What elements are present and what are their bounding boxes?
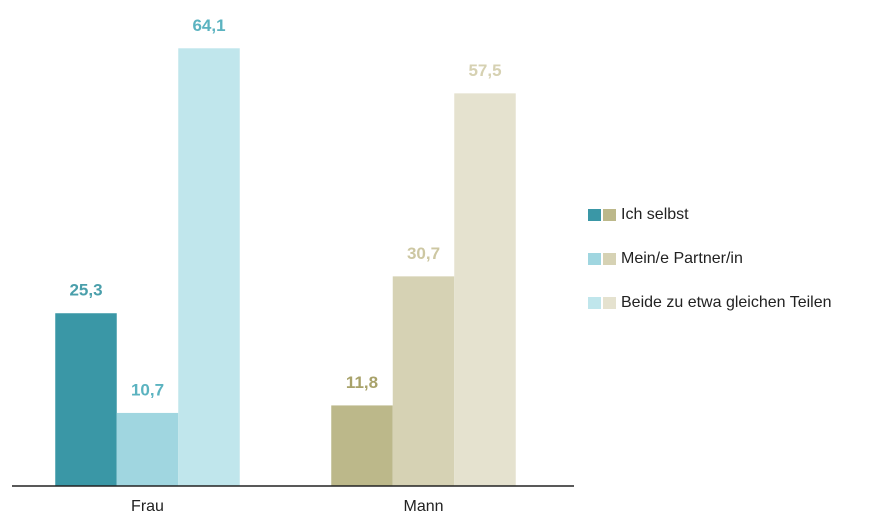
legend-swatch bbox=[603, 297, 616, 309]
data-label: 57,5 bbox=[468, 61, 501, 80]
bar bbox=[55, 313, 117, 486]
data-label: 64,1 bbox=[192, 16, 225, 35]
x-tick-label: Frau bbox=[131, 498, 164, 515]
data-label: 25,3 bbox=[69, 281, 102, 300]
legend-swatch bbox=[588, 253, 601, 265]
data-label: 10,7 bbox=[131, 380, 164, 399]
legend-swatch bbox=[588, 297, 601, 309]
x-tick-label: Mann bbox=[403, 498, 443, 515]
legend-swatch bbox=[588, 209, 601, 221]
legend-swatch bbox=[603, 209, 616, 221]
bar bbox=[178, 48, 240, 486]
bar bbox=[392, 276, 455, 486]
legend-label: Beide zu etwa gleichen Teilen bbox=[621, 294, 832, 311]
data-label: 30,7 bbox=[407, 244, 440, 263]
bar bbox=[116, 412, 179, 486]
legend-swatch bbox=[603, 253, 616, 265]
bar bbox=[331, 405, 393, 486]
bar bbox=[454, 93, 516, 486]
data-label: 11,8 bbox=[346, 373, 378, 392]
legend-label: Ich selbst bbox=[621, 206, 689, 223]
legend-label: Mein/e Partner/in bbox=[621, 250, 743, 267]
